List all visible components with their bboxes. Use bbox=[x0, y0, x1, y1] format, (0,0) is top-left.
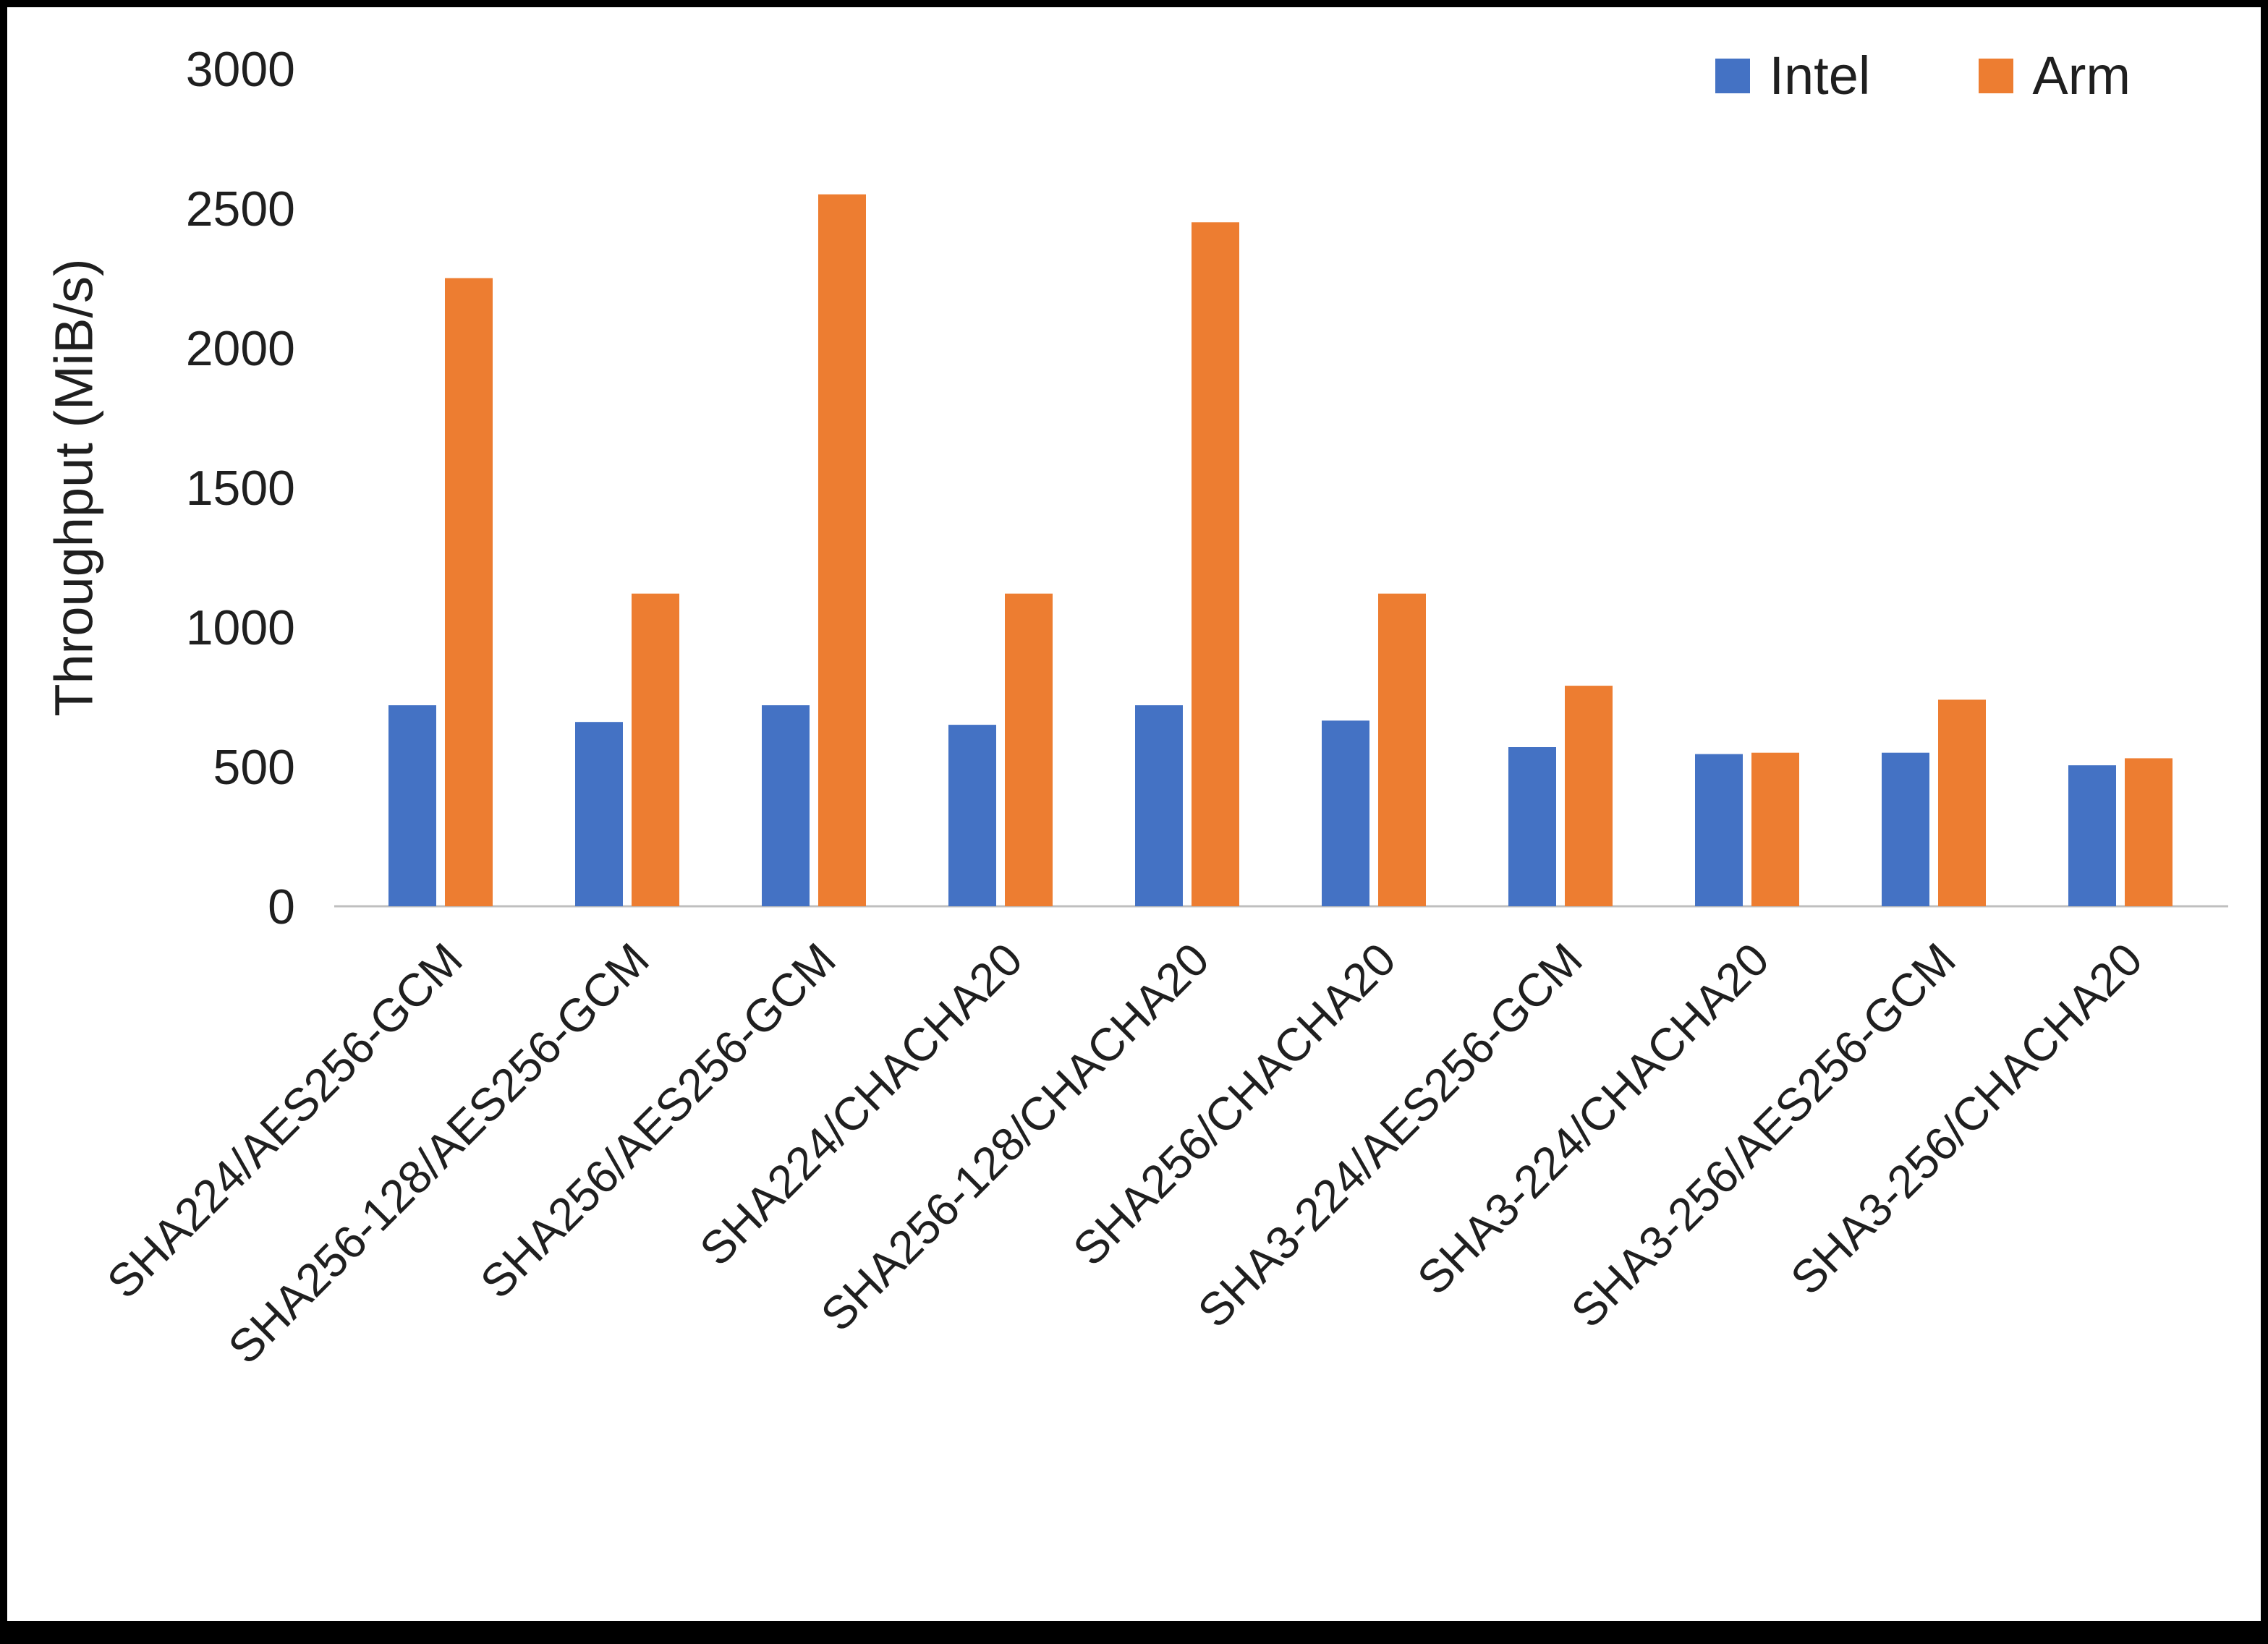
arm-legend-label: Arm bbox=[2032, 46, 2131, 106]
bar-intel-2 bbox=[762, 705, 810, 906]
bar-intel-0 bbox=[388, 705, 436, 906]
intel-legend-swatch-icon bbox=[1715, 58, 1751, 93]
x-category-label: SHA224/AES256-GCM bbox=[97, 933, 472, 1308]
y-tick-label: 500 bbox=[213, 740, 295, 795]
bar-arm-7 bbox=[1751, 752, 1799, 906]
legend: Intel Arm bbox=[1715, 45, 2131, 106]
bar-arm-4 bbox=[1192, 222, 1239, 906]
legend-item-intel: Intel bbox=[1715, 45, 1870, 106]
bar-intel-4 bbox=[1135, 705, 1183, 906]
bar-intel-3 bbox=[948, 725, 996, 906]
bar-intel-8 bbox=[1882, 752, 1929, 906]
bar-arm-6 bbox=[1565, 686, 1613, 906]
x-category-label: SHA224/CHACHA20 bbox=[689, 933, 1032, 1275]
x-category-label: SHA256/CHACHA20 bbox=[1063, 933, 1405, 1275]
bar-arm-9 bbox=[2125, 758, 2173, 906]
bar-intel-5 bbox=[1322, 720, 1369, 906]
y-tick-label: 1500 bbox=[186, 461, 295, 516]
y-tick-label: 2500 bbox=[186, 182, 295, 237]
bar-arm-2 bbox=[818, 194, 866, 906]
bar-intel-9 bbox=[2068, 765, 2116, 906]
x-category-label: SHA256-128/CHACHA20 bbox=[811, 933, 1219, 1341]
y-tick-label: 1000 bbox=[186, 600, 295, 655]
bar-intel-1 bbox=[575, 722, 623, 906]
y-tick-label: 0 bbox=[268, 880, 295, 934]
y-tick-label: 2000 bbox=[186, 321, 295, 376]
x-category-label: SHA3-256/AES256-GCM bbox=[1561, 933, 1966, 1337]
x-category-label: SHA3-224/AES256-GCM bbox=[1188, 933, 1592, 1337]
intel-legend-label: Intel bbox=[1769, 46, 1871, 106]
bar-arm-3 bbox=[1005, 593, 1053, 906]
x-category-label: SHA3-224/CHACHA20 bbox=[1407, 933, 1779, 1305]
x-category-label: SHA256/AES256-GCM bbox=[470, 933, 846, 1308]
x-category-label: SHA3-256/CHACHA20 bbox=[1780, 933, 2152, 1305]
bar-chart-plot: 0 500 1000 1500 2000 2500 3000 SHA224/AES256-GC… bbox=[97, 42, 2228, 1373]
bar-arm-5 bbox=[1378, 593, 1426, 906]
bar-intel-6 bbox=[1508, 747, 1556, 906]
bar-arm-1 bbox=[632, 593, 679, 906]
arm-legend-swatch-icon bbox=[1979, 58, 2014, 93]
legend-item-arm: Arm bbox=[1979, 45, 2131, 106]
bar-arm-0 bbox=[445, 278, 493, 906]
bar-arm-8 bbox=[1938, 699, 1986, 906]
y-tick-label: 3000 bbox=[186, 42, 295, 97]
bar-intel-7 bbox=[1695, 754, 1743, 906]
